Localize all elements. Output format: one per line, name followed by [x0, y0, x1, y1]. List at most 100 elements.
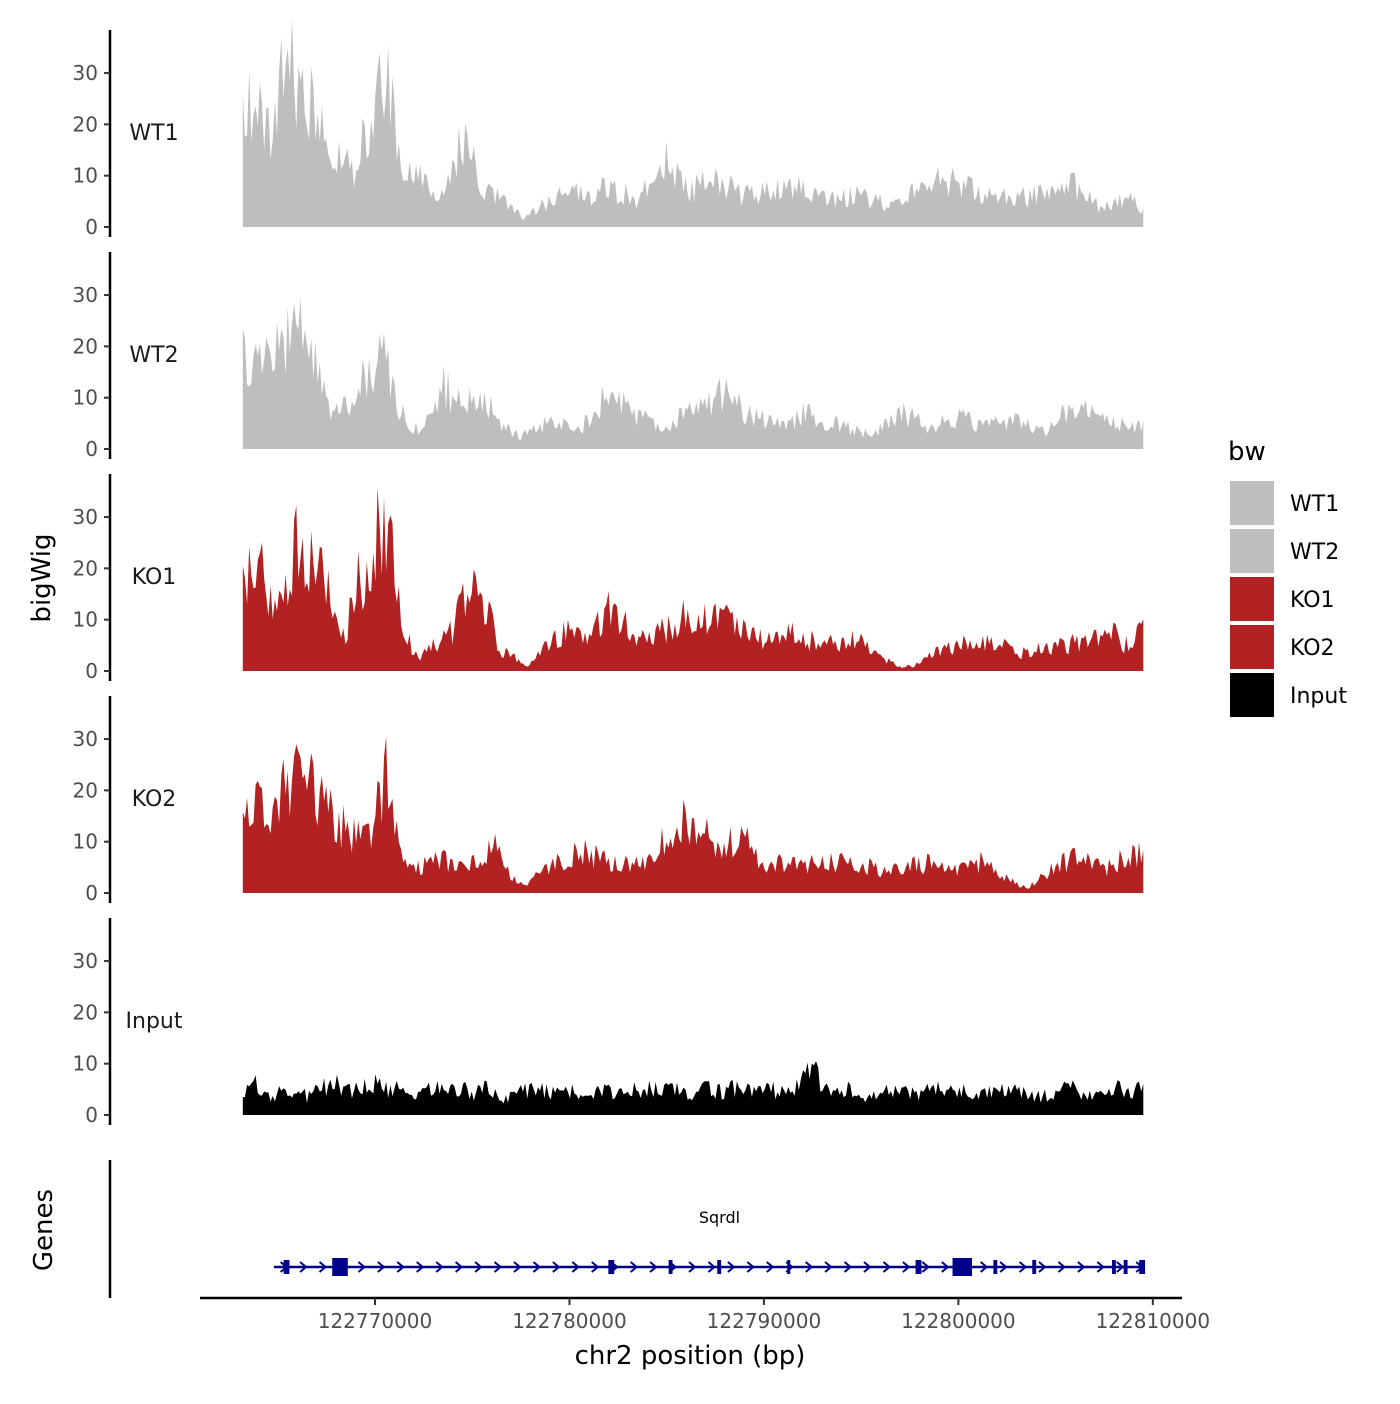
y-tick-label: 30 [73, 727, 98, 751]
legend-swatch-ko2 [1228, 623, 1276, 671]
coverage-area-input [242, 1061, 1144, 1115]
gene-track: Genes Sqrdl [29, 1160, 1146, 1298]
strand-arrow [980, 1261, 989, 1273]
track-label: Input [126, 1009, 183, 1034]
strand-arrow [396, 1261, 405, 1273]
legend: bw WT1 WT2 KO1 KO2 Input [1228, 437, 1347, 719]
gene-exon [915, 1260, 922, 1274]
gene-track-label: Genes [29, 1189, 59, 1271]
legend-label: KO2 [1290, 636, 1335, 661]
y-tick-label: 10 [73, 164, 98, 188]
y-tick-label: 0 [85, 437, 98, 461]
gene-exon [608, 1260, 615, 1274]
strand-arrow [591, 1261, 600, 1273]
strand-arrow [902, 1261, 911, 1273]
y-tick-label: 0 [85, 215, 98, 239]
strand-arrow [824, 1261, 833, 1273]
y-tick-label: 30 [73, 283, 98, 307]
tracks-layer: 0 10 20 30 WT1 0 10 20 30 WT2 0 10 20 30 KO1 0 10 20 30 KO2… [73, 18, 1144, 1127]
strand-arrow [299, 1261, 308, 1273]
strand-arrow [377, 1261, 386, 1273]
gene-exon [1111, 1260, 1116, 1274]
strand-arrow [1057, 1261, 1067, 1273]
strand-arrow [1018, 1261, 1028, 1273]
x-tick-label: 122790000 [707, 1309, 822, 1333]
gene-name-label: Sqrdl [699, 1208, 740, 1227]
track-wt1: 0 10 20 30 WT1 [73, 18, 1144, 239]
strand-arrow [746, 1261, 755, 1273]
legend-label: KO1 [1290, 588, 1335, 613]
track-ko1: 0 10 20 30 KO1 [73, 474, 1144, 683]
gene-exon [717, 1260, 722, 1274]
legend-swatch-wt1 [1228, 479, 1276, 527]
coverage-area-ko1 [242, 487, 1144, 671]
coverage-area-ko2 [242, 736, 1144, 893]
track-ko2: 0 10 20 30 KO2 [73, 696, 1144, 905]
y-tick-label: 0 [85, 1103, 98, 1127]
strand-arrow [649, 1261, 658, 1273]
strand-arrow [357, 1261, 366, 1273]
strand-arrow [921, 1261, 930, 1273]
y-tick-label: 0 [85, 881, 98, 905]
y-tick-label: 20 [73, 1000, 98, 1024]
y-axis-title: bigWig [27, 533, 57, 622]
strand-arrow [863, 1261, 872, 1273]
gene-exon [283, 1260, 290, 1274]
track-label: WT1 [129, 121, 178, 146]
y-tick-label: 30 [73, 61, 98, 85]
strand-arrow [1077, 1261, 1086, 1273]
strand-arrow [513, 1261, 522, 1273]
gene-exon [1032, 1260, 1037, 1274]
legend-label: WT2 [1290, 540, 1339, 565]
track-input: 0 10 20 30 Input [73, 918, 1144, 1127]
strand-arrow [999, 1261, 1008, 1273]
legend-swatch-wt2 [1228, 527, 1276, 575]
y-tick-label: 20 [73, 556, 98, 580]
strand-arrow [1096, 1261, 1105, 1273]
legend-label: WT1 [1290, 492, 1339, 517]
gene-exon [1123, 1260, 1128, 1274]
strand-arrow [532, 1261, 541, 1273]
y-tick-label: 20 [73, 334, 98, 358]
track-wt2: 0 10 20 30 WT2 [73, 252, 1144, 461]
y-tick-label: 30 [73, 505, 98, 529]
strand-arrow [571, 1261, 580, 1273]
coverage-area-wt2 [242, 297, 1144, 449]
strand-arrow [493, 1261, 503, 1273]
track-label: KO2 [132, 787, 177, 812]
gene-exon [787, 1260, 791, 1274]
track-label: WT2 [129, 343, 178, 368]
strand-arrow [1116, 1261, 1125, 1273]
legend-title: bw [1228, 437, 1266, 467]
y-tick-label: 10 [73, 830, 98, 854]
strand-arrow [882, 1261, 891, 1273]
y-tick-label: 10 [73, 386, 98, 410]
x-tick-label: 122780000 [512, 1309, 627, 1333]
strand-arrow [805, 1261, 814, 1273]
gene-exon [668, 1260, 673, 1274]
x-tick-label: 122770000 [318, 1309, 433, 1333]
strand-arrow [435, 1261, 444, 1273]
y-tick-label: 30 [73, 949, 98, 973]
track-label: KO1 [132, 565, 177, 590]
gene-exon [993, 1260, 998, 1274]
strand-arrow [941, 1261, 950, 1273]
y-tick-label: 10 [73, 608, 98, 632]
gene-exon [1139, 1260, 1146, 1274]
strand-arrow [416, 1261, 425, 1273]
strand-arrow [629, 1261, 639, 1273]
y-tick-label: 20 [73, 778, 98, 802]
x-tick-label: 122800000 [901, 1309, 1016, 1333]
gene-exon [952, 1258, 972, 1276]
strand-arrow [843, 1261, 853, 1273]
strand-arrow [1038, 1261, 1047, 1273]
strand-arrow [766, 1261, 775, 1273]
gene-exon [332, 1258, 348, 1276]
x-tick-label: 122810000 [1096, 1309, 1211, 1333]
strand-arrow [454, 1261, 464, 1273]
strand-arrow [318, 1261, 328, 1273]
x-axis: 122770000 122780000 122790000 122800000 1228… [200, 1296, 1211, 1333]
coverage-area-wt1 [242, 18, 1144, 227]
